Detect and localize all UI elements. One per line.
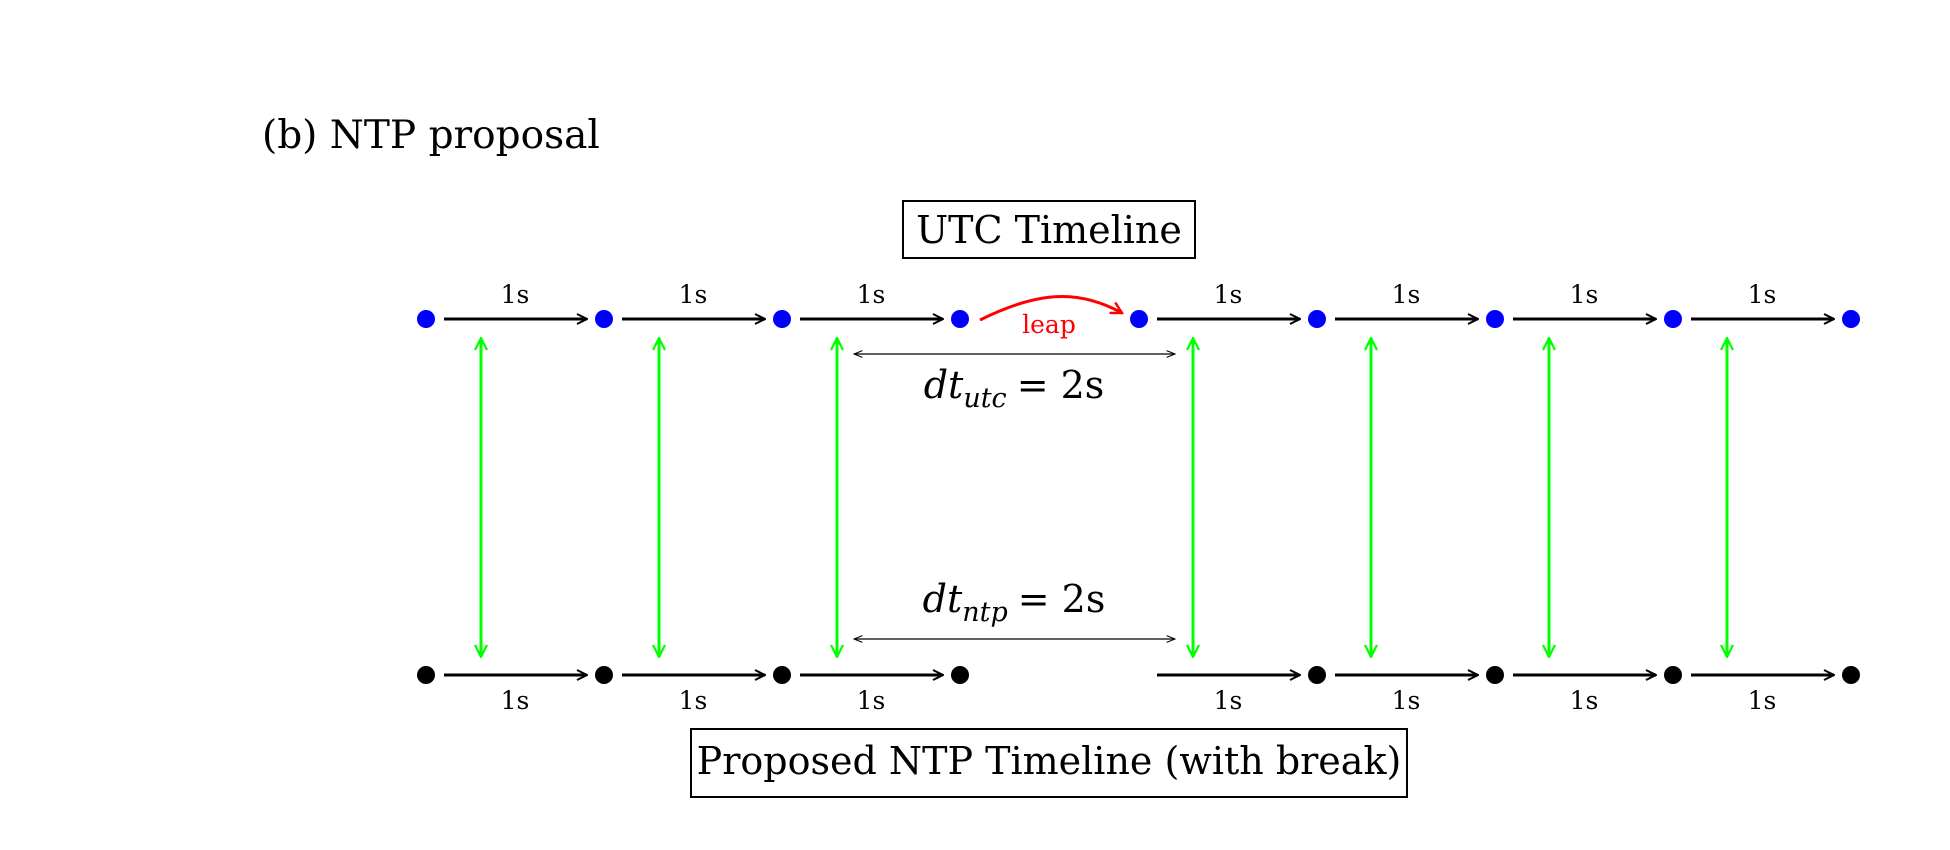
ntp-point xyxy=(951,666,969,684)
utc-point xyxy=(951,310,969,328)
ntp-interval-labels: 1s 1s 1s 1s 1s 1s 1s xyxy=(501,686,1777,715)
ntp-point xyxy=(773,666,791,684)
utc-title: UTC Timeline xyxy=(916,208,1182,252)
utc-interval-labels: 1s 1s 1s 1s 1s 1s 1s xyxy=(501,280,1777,309)
ntp-interval-label: 1s xyxy=(857,686,886,715)
utc-point xyxy=(1308,310,1326,328)
mapping-arrows xyxy=(481,338,1727,657)
ntp-points xyxy=(417,666,1860,684)
dt-ntp-label: dtntp = 2s xyxy=(923,577,1106,628)
ntp-interval-label: 1s xyxy=(1392,686,1421,715)
utc-point xyxy=(1664,310,1682,328)
utc-points xyxy=(417,310,1860,328)
ntp-interval-label: 1s xyxy=(1214,686,1243,715)
ntp-point xyxy=(1664,666,1682,684)
ntp-interval-label: 1s xyxy=(1570,686,1599,715)
leap-arrow xyxy=(979,295,1122,322)
utc-interval-label: 1s xyxy=(1748,280,1777,309)
ntp-interval-label: 1s xyxy=(1748,686,1777,715)
dt-ntp-subscript: ntp xyxy=(962,597,1008,628)
dt-utc-value: = 2s xyxy=(1017,363,1105,407)
ntp-point xyxy=(417,666,435,684)
utc-interval-label: 1s xyxy=(857,280,886,309)
utc-point xyxy=(1130,310,1148,328)
leap-label: leap xyxy=(1022,310,1076,339)
ntp-point xyxy=(1842,666,1860,684)
ntp-title: Proposed NTP Timeline (with break) xyxy=(697,739,1402,783)
ntp-interval-label: 1s xyxy=(679,686,708,715)
dt-ntp-value: = 2s xyxy=(1018,577,1106,621)
ntp-interval-label: 1s xyxy=(501,686,530,715)
utc-point xyxy=(417,310,435,328)
dt-utc-symbol: dt xyxy=(924,363,964,407)
utc-point xyxy=(595,310,613,328)
ntp-point xyxy=(1308,666,1326,684)
dt-ntp-symbol: dt xyxy=(923,577,963,621)
utc-interval-label: 1s xyxy=(1392,280,1421,309)
utc-point xyxy=(773,310,791,328)
utc-point xyxy=(1842,310,1860,328)
ntp-point xyxy=(1486,666,1504,684)
ntp-title-box xyxy=(690,728,1408,798)
utc-point xyxy=(1486,310,1504,328)
utc-title-box xyxy=(902,200,1196,259)
ntp-point xyxy=(595,666,613,684)
utc-interval-label: 1s xyxy=(1214,280,1243,309)
dt-utc-label: dtutc = 2s xyxy=(924,363,1105,414)
utc-interval-label: 1s xyxy=(679,280,708,309)
dt-utc-subscript: utc xyxy=(963,383,1006,414)
figure-caption: (b) NTP proposal xyxy=(262,113,600,158)
utc-interval-label: 1s xyxy=(501,280,530,309)
utc-interval-label: 1s xyxy=(1570,280,1599,309)
